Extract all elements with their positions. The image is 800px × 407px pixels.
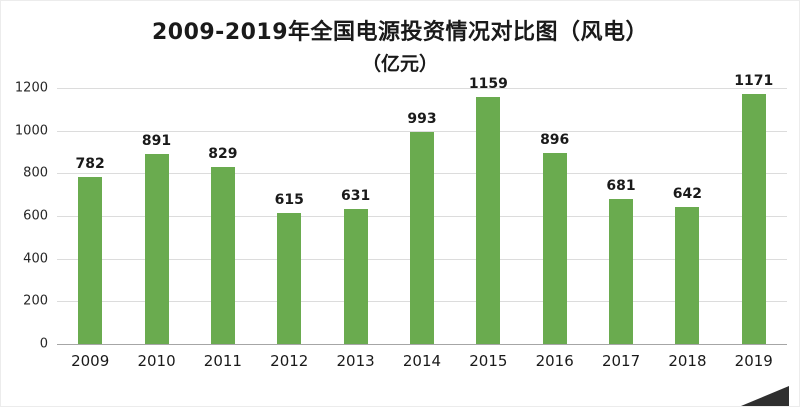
x-axis-label: 2013 [336,352,375,370]
x-axis-label: 2010 [137,352,176,370]
bar-value-label: 829 [208,146,238,163]
y-tick-label: 1200 [14,80,48,96]
bar-column: 631 [322,88,388,344]
x-axis-label: 2019 [734,352,773,370]
x-axis-label: 2016 [535,352,574,370]
gridline [57,88,787,89]
bar-value-label: 615 [274,191,304,208]
bar [476,96,501,344]
gridline [57,130,787,132]
bar-column: 1171 [721,73,787,344]
bar-column: 681 [588,88,654,344]
bar-value-label: 1171 [734,73,774,90]
bar [675,207,700,344]
bar-value-label: 631 [340,188,371,205]
bar-column: 891 [123,88,189,344]
plot-area: 782 891 829 615 631 993 1159 896 681 642 1171 [57,73,787,345]
x-axis: 2009 2010 2011 2012 2013 2014 2015 2016 2017 2018… [57,352,787,370]
x-axis-label: 2014 [402,352,442,370]
bar-value-label: 896 [540,131,570,148]
x-axis-label: 2011 [203,352,242,370]
bar [542,152,567,344]
bar-value-label: 891 [141,132,172,149]
bar [343,209,368,344]
bar-column: 993 [389,88,455,344]
bar-value-label: 681 [606,177,636,194]
bar-column: 896 [522,88,588,344]
bar-column: 1159 [455,76,521,344]
x-axis-label: 2018 [668,352,707,370]
y-tick-label: 400 [23,251,48,267]
y-tick-label: 200 [23,293,48,309]
chart-subtitle: （亿元） [361,53,438,75]
bar-value-label: 642 [672,186,703,203]
x-axis-label: 2015 [469,352,508,370]
y-tick-label: 1000 [14,123,48,139]
y-tick-label: 800 [23,165,48,181]
bar [277,212,302,344]
bar [78,177,103,344]
chart-title: 2009-2019年全国电源投资情况对比图（风电） [151,20,649,45]
bar [609,198,634,344]
bar-column: 829 [190,88,256,344]
bar-chart: 0 200 400 600 800 1000 1200 782 891 829 615 631 993… [13,73,787,352]
bar-column: 642 [654,88,720,344]
corner-watermark-icon [741,386,789,406]
bar-column: 782 [57,88,123,344]
bars-group: 782 891 829 615 631 993 1159 896 681 642 1171 [57,73,787,344]
bar-column: 615 [256,88,322,344]
x-axis-label: 2012 [270,352,309,370]
y-tick-label: 0 [39,336,48,352]
bar [210,167,235,344]
x-axis-label: 2009 [71,352,110,370]
y-axis: 0 200 400 600 800 1000 1200 [13,81,57,352]
bar-value-label: 993 [407,111,437,128]
bar [741,94,766,344]
y-tick-label: 600 [23,208,48,224]
x-axis-label: 2017 [601,352,641,370]
bar-value-label: 782 [75,156,105,173]
bar [144,153,169,344]
bar-value-label: 1159 [468,75,508,92]
bar [409,132,434,344]
